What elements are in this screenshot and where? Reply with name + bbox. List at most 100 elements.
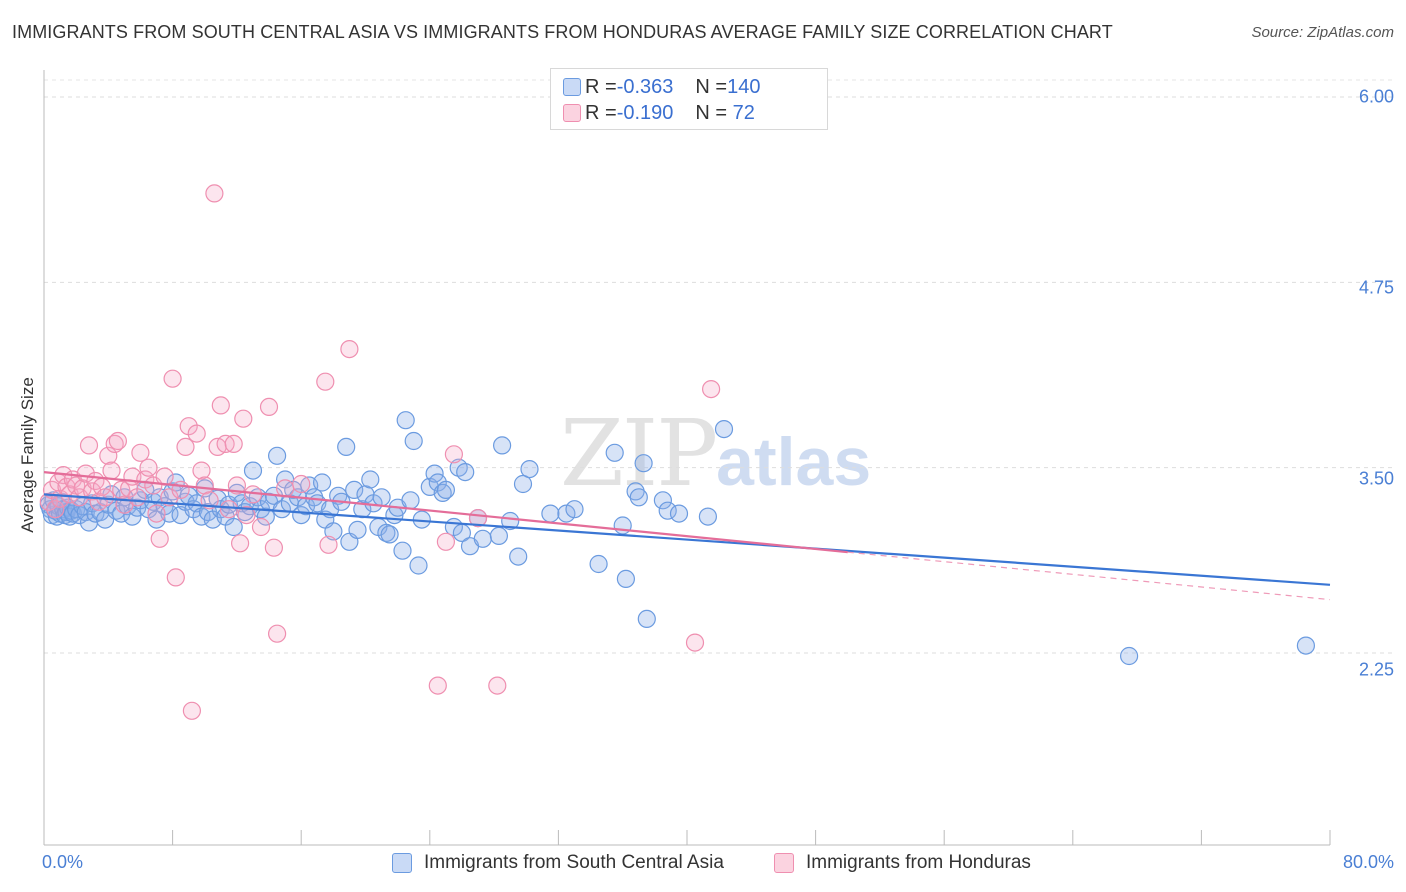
y-tick-label: 2.25 — [1358, 659, 1394, 680]
point-asia — [324, 522, 343, 541]
point-honduras — [39, 492, 58, 511]
y-tick-label: 4.75 — [1358, 277, 1394, 298]
point-honduras — [259, 397, 279, 416]
point-asia — [268, 446, 287, 465]
swatch-asia — [563, 78, 581, 96]
point-asia — [337, 437, 356, 456]
legend-swatch-honduras — [774, 853, 794, 873]
point-honduras — [102, 461, 121, 480]
point-honduras — [192, 461, 211, 480]
point-asia — [380, 525, 399, 544]
point-honduras — [200, 491, 219, 510]
point-honduras — [160, 488, 179, 507]
legend-item-asia: Immigrants from South Central Asia — [392, 852, 724, 874]
point-asia — [513, 474, 533, 494]
point-asia — [634, 454, 653, 473]
point-asia — [520, 460, 539, 479]
point-asia — [616, 569, 636, 589]
point-honduras — [428, 676, 447, 695]
point-honduras — [224, 434, 243, 453]
point-honduras — [276, 479, 295, 498]
point-asia — [404, 431, 423, 451]
point-asia — [653, 491, 673, 510]
trendline-honduras — [43, 471, 848, 554]
point-honduras — [150, 529, 169, 548]
point-asia — [361, 470, 380, 489]
y-tick-label: 3.50 — [1358, 468, 1394, 489]
trendline-honduras-extension — [847, 551, 1331, 601]
n-value: 140 — [727, 75, 761, 98]
n-label: N = — [695, 101, 728, 124]
point-honduras — [227, 476, 246, 495]
point-asia — [629, 488, 648, 507]
trendline-asia — [43, 493, 1331, 586]
point-honduras — [187, 424, 206, 443]
point-asia — [1296, 636, 1316, 655]
point-honduras — [701, 380, 721, 399]
point-asia — [372, 488, 391, 507]
point-honduras — [205, 184, 224, 203]
r-label: R = — [585, 101, 617, 124]
point-honduras — [105, 434, 124, 453]
stats-row-asia: R = -0.363 N = 140 — [563, 75, 761, 99]
stats-box: R = -0.363 N = 140 R = -0.190 N = 72 — [550, 68, 828, 130]
point-honduras — [171, 480, 190, 499]
point-asia — [348, 520, 367, 540]
point-asia — [1119, 646, 1139, 666]
x-tick-label: 0.0% — [42, 852, 84, 872]
point-honduras — [264, 538, 283, 557]
point-asia — [396, 411, 415, 430]
point-honduras — [219, 500, 238, 519]
point-asia — [489, 526, 508, 546]
point-asia — [605, 443, 624, 462]
point-honduras — [139, 458, 158, 477]
point-honduras — [128, 488, 147, 507]
point-honduras — [79, 436, 99, 455]
point-honduras — [76, 464, 95, 483]
point-asia — [658, 501, 677, 520]
source-label: Source: ZipAtlas.com — [1251, 24, 1394, 41]
point-honduras — [163, 369, 182, 388]
point-asia — [589, 554, 608, 574]
point-asia — [669, 504, 689, 523]
point-honduras — [231, 534, 250, 553]
point-asia — [436, 480, 455, 499]
point-honduras — [292, 474, 311, 494]
point-honduras — [436, 532, 455, 551]
legend-swatch-asia — [392, 853, 412, 873]
point-asia — [456, 463, 475, 482]
point-asia — [541, 504, 560, 523]
r-label: R = — [585, 75, 617, 98]
point-honduras — [444, 445, 463, 464]
point-asia — [433, 483, 452, 502]
legend-label-honduras: Immigrants from Honduras — [806, 852, 1031, 873]
point-honduras — [319, 535, 338, 554]
point-honduras — [176, 437, 195, 456]
point-honduras — [340, 340, 359, 359]
point-asia — [243, 461, 263, 480]
point-asia — [473, 529, 492, 548]
point-honduras — [182, 701, 201, 720]
point-honduras — [237, 505, 256, 525]
point-asia — [698, 507, 718, 526]
y-axis-label: Average Family Size — [18, 377, 37, 533]
point-asia — [409, 556, 428, 575]
point-asia — [493, 436, 512, 455]
point-asia — [345, 480, 364, 499]
point-honduras — [234, 409, 253, 428]
point-honduras — [316, 372, 335, 391]
point-honduras — [166, 568, 185, 587]
point-asia — [509, 547, 528, 566]
stats-row-honduras: R = -0.190 N = 72 — [563, 101, 755, 125]
r-value: -0.363 — [616, 75, 674, 98]
point-asia — [256, 507, 275, 526]
legend: Immigrants from South Central Asia Immig… — [0, 852, 1406, 878]
x-tick-label: 80.0% — [1342, 852, 1394, 872]
point-asia — [637, 609, 656, 629]
point-honduras — [108, 431, 128, 451]
legend-item-honduras: Immigrants from Honduras — [774, 852, 1031, 874]
point-honduras — [147, 504, 166, 523]
point-asia — [292, 505, 311, 525]
point-asia — [393, 541, 412, 560]
